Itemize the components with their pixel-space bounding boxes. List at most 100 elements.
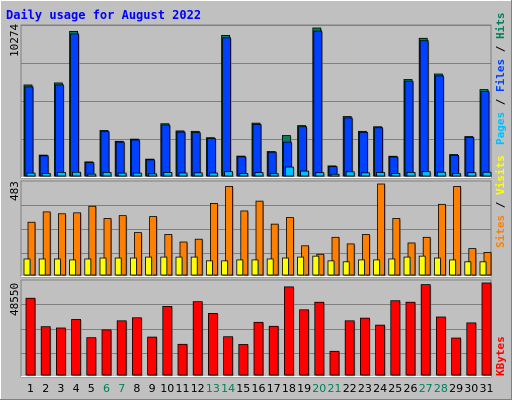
sites-bar (69, 259, 76, 276)
sites-bar (266, 258, 274, 276)
sites-bar (281, 257, 289, 276)
sites-bar (418, 255, 426, 276)
day-label: 27 (419, 382, 433, 395)
legend-pages: Pages (494, 112, 507, 145)
pages-bar (208, 172, 218, 177)
sites-bar (54, 258, 61, 276)
pages-bar (26, 172, 36, 177)
files-bar (480, 91, 490, 177)
sites-bar (221, 260, 229, 276)
sites-bar (312, 255, 320, 276)
pages-bar (117, 172, 127, 177)
pages-bar (376, 172, 386, 177)
pages-bar (315, 172, 325, 177)
day-label: 4 (73, 382, 80, 395)
sites-bar (175, 256, 183, 276)
pages-bar (224, 171, 234, 177)
legend-separator: / (494, 92, 507, 112)
visits-bar (331, 236, 340, 276)
day-label: 17 (267, 382, 281, 395)
pages-bar (330, 173, 340, 177)
pages-bar (391, 173, 401, 177)
kbytes-bar (375, 324, 386, 376)
kbytes-bar (40, 326, 51, 376)
files-bar (237, 156, 247, 177)
day-axis-labels: 1 2 3 4 5 6 7 8 9 10 11 12 13 14 15 16 17 18 19 20 21 22 23 24 2… (27, 382, 494, 395)
kbytes-ymax-label: 48550 (8, 283, 21, 316)
kbytes-bar (25, 297, 36, 376)
pages-bar (178, 172, 188, 177)
visits-bar (225, 186, 234, 276)
kbytes-bar (147, 336, 158, 376)
visits-sites-bars (23, 183, 492, 276)
sites-bar (114, 257, 122, 276)
kbytes-bar (131, 317, 142, 376)
day-label: 2 (42, 382, 49, 395)
visits-legend: Sites / Visits (494, 155, 507, 248)
sites-bar (84, 258, 92, 276)
sites-bar (327, 260, 335, 276)
legend-visits: Visits (494, 155, 507, 195)
day-label: 20 (312, 382, 326, 395)
sites-bar (205, 260, 213, 276)
kbytes-bar (71, 319, 81, 376)
legend-separator: / (494, 195, 507, 215)
visits-bar (255, 200, 264, 276)
pages-bar (360, 172, 370, 177)
pages-bar (300, 170, 310, 177)
pages-bar (421, 171, 431, 177)
sites-bar (145, 256, 153, 276)
kbytes-bar (481, 282, 492, 376)
visits-bar (392, 218, 401, 276)
visits-bar (285, 217, 294, 276)
day-label: 14 (221, 382, 235, 395)
kbytes-bar (101, 329, 112, 376)
kbytes-bar (466, 322, 477, 376)
sites-bar (251, 259, 259, 276)
day-label: 5 (88, 382, 95, 395)
files-bar (55, 84, 64, 177)
visits-bar (270, 223, 279, 276)
kbytes-bar (344, 320, 355, 376)
visits-bar (453, 186, 462, 276)
pages-bar (163, 171, 173, 177)
visits-bar (240, 210, 249, 276)
kbytes-bar (192, 301, 203, 376)
pages-bar (482, 171, 492, 177)
day-label: 12 (191, 382, 205, 395)
visits-bar (58, 213, 66, 276)
day-label: 18 (282, 382, 296, 395)
sites-bar (297, 256, 305, 276)
sites-bar (99, 257, 107, 276)
visits-bar (118, 215, 127, 276)
pages-bar (132, 172, 142, 177)
sites-bar (479, 261, 487, 276)
kbytes-bar (451, 337, 462, 376)
files-bar (100, 131, 110, 177)
day-label: 25 (388, 382, 402, 395)
day-label: 31 (480, 382, 494, 395)
sites-bar (38, 258, 46, 276)
kbytes-bar (207, 313, 218, 376)
kbytes-bar (238, 344, 249, 376)
files-bar (161, 124, 171, 177)
visits-bar (361, 234, 370, 276)
pages-bar (436, 171, 446, 177)
pages-bar (41, 173, 51, 177)
day-label: 9 (149, 382, 156, 395)
sites-bar (464, 261, 472, 276)
day-label: 15 (236, 382, 250, 395)
pages-bar (239, 173, 249, 177)
kbytes-bars (25, 282, 492, 376)
day-label: 3 (57, 382, 64, 395)
files-bar (313, 30, 323, 177)
sites-bar (449, 259, 457, 276)
day-label: 28 (434, 382, 448, 395)
files-bar (419, 40, 429, 177)
legend-separator: / (494, 39, 507, 59)
sites-bar (23, 258, 31, 276)
day-label: 13 (206, 382, 220, 395)
pages-bar (406, 171, 416, 177)
day-label: 8 (133, 382, 140, 395)
